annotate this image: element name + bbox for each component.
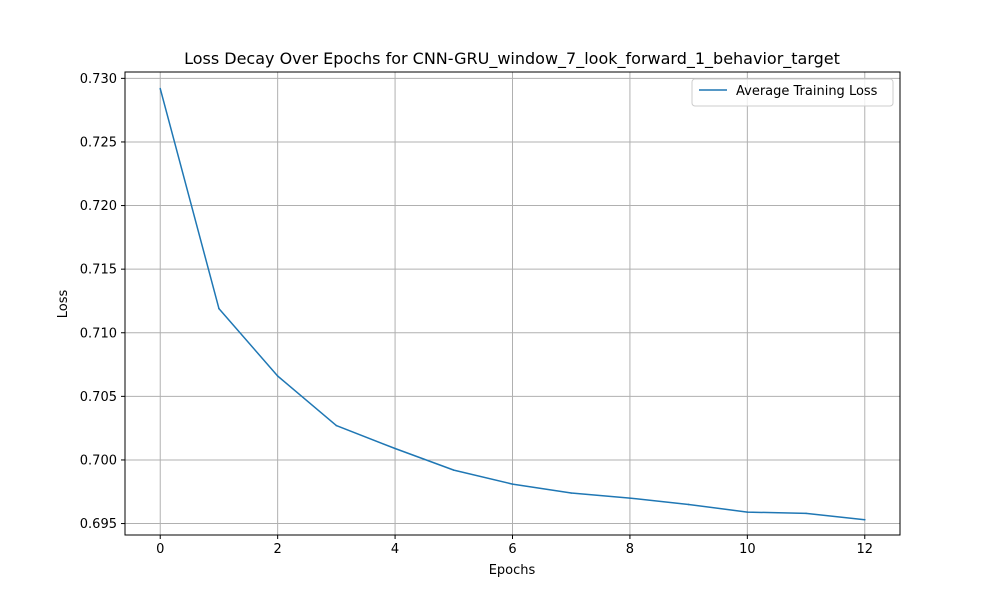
y-tick-label: 0.705 xyxy=(80,390,117,405)
data-point xyxy=(570,492,573,494)
axis-ticks: 0 2 4 6 8 10 12 0.695 0.700 0.705 0.710 0.715 0.720 0… xyxy=(80,72,873,557)
data-point xyxy=(394,447,396,450)
data-point xyxy=(805,512,807,515)
x-tick-label: 2 xyxy=(274,542,282,557)
x-tick-label: 6 xyxy=(508,542,516,557)
y-tick-label: 0.720 xyxy=(80,199,117,214)
x-axis-label: Epochs xyxy=(489,563,536,578)
y-tick-label: 0.700 xyxy=(80,453,117,468)
x-tick-label: 8 xyxy=(626,542,634,557)
data-point xyxy=(746,511,749,513)
chart-title: Loss Decay Over Epochs for CNN-GRU_windo… xyxy=(184,49,840,69)
data-point xyxy=(687,503,690,506)
data-point xyxy=(335,424,338,427)
x-tick-label: 4 xyxy=(391,542,399,557)
data-point xyxy=(218,307,220,310)
y-tick-label: 0.695 xyxy=(80,517,117,532)
data-point xyxy=(276,375,279,377)
data-point xyxy=(511,483,514,485)
y-tick-label: 0.715 xyxy=(80,263,117,278)
data-point xyxy=(863,518,866,521)
series-layer xyxy=(159,87,866,521)
x-tick-label: 12 xyxy=(856,542,873,557)
data-point xyxy=(452,469,455,471)
y-tick-label: 0.710 xyxy=(80,326,117,341)
legend-label: Average Training Loss xyxy=(736,84,878,99)
data-point xyxy=(629,497,631,499)
y-axis-label: Loss xyxy=(56,290,71,319)
data-point xyxy=(159,87,162,90)
x-tick-label: 10 xyxy=(739,542,756,557)
y-tick-label: 0.730 xyxy=(80,72,117,87)
y-tick-label: 0.725 xyxy=(80,135,117,150)
legend: Average Training Loss xyxy=(691,78,894,107)
legend-box xyxy=(691,78,894,107)
x-tick-label: 0 xyxy=(156,542,164,557)
grid-lines xyxy=(125,72,900,535)
